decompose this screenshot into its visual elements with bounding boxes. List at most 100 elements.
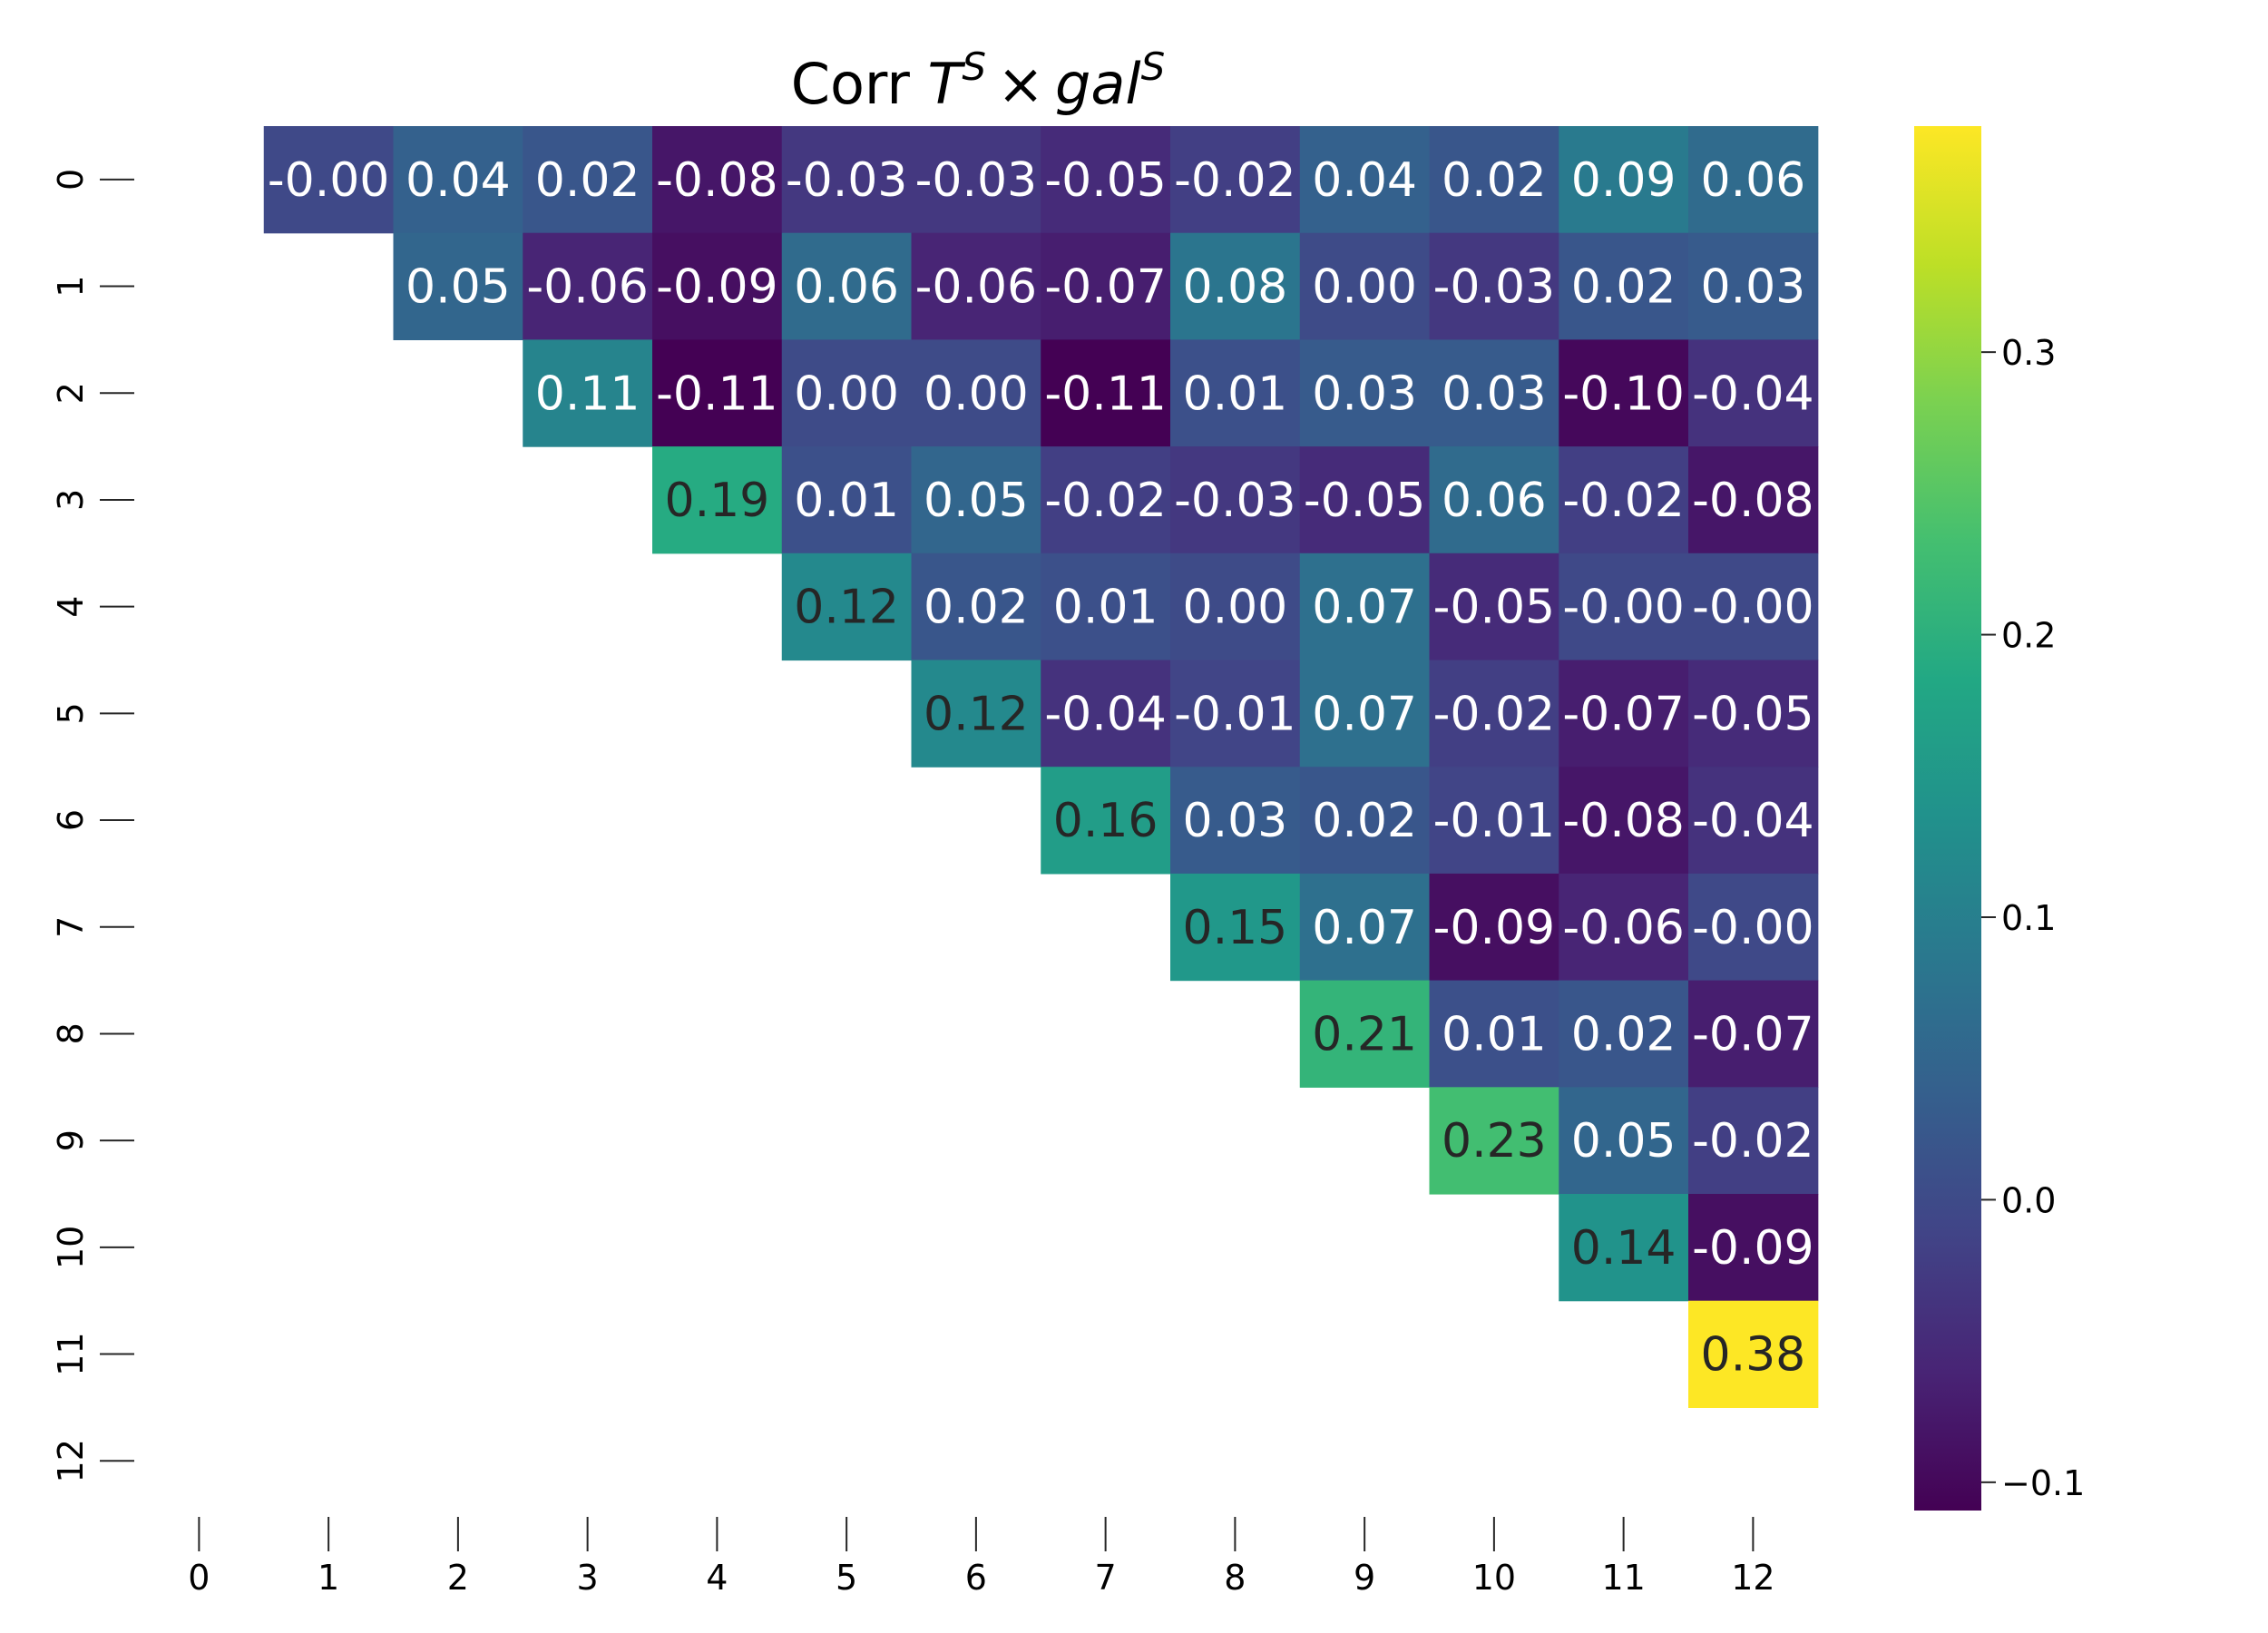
- x-tick-label: 9: [1354, 1558, 1375, 1598]
- heatmap-cell: [1170, 552, 1301, 661]
- heatmap-cell-label: 0.00: [794, 367, 899, 421]
- heatmap-cell-label: -0.06: [526, 260, 649, 315]
- heatmap-cell: [1299, 446, 1431, 554]
- heatmap-cell-label: -0.00: [1562, 581, 1685, 635]
- y-tick-label: 7: [51, 916, 91, 938]
- heatmap-cell: [781, 339, 913, 447]
- heatmap-cell-label: 0.01: [1442, 1007, 1547, 1061]
- heatmap-cell-label: -0.06: [1562, 901, 1685, 955]
- heatmap-cell: [1170, 767, 1301, 875]
- heatmap-cell-label: -0.04: [1692, 367, 1814, 421]
- heatmap-cell: [1041, 232, 1171, 340]
- heatmap-cell: [781, 552, 913, 661]
- heatmap-cell: [1299, 552, 1431, 661]
- heatmap-cell-label: 0.05: [406, 260, 511, 315]
- heatmap-cell: [1299, 232, 1431, 340]
- heatmap-cell-label: -0.05: [1044, 153, 1167, 208]
- heatmap-cell: [781, 126, 913, 234]
- heatmap-cell-label: -0.08: [656, 153, 778, 208]
- heatmap-cell: [1688, 126, 1819, 234]
- heatmap-cell-label: -0.03: [786, 153, 908, 208]
- heatmap-cell-label: 0.11: [535, 367, 640, 421]
- heatmap-cell-label: 0.05: [1571, 1114, 1677, 1169]
- heatmap-cell-label: -0.00: [268, 153, 390, 208]
- heatmap-cell-label: 0.09: [1571, 153, 1677, 208]
- heatmap-cell-label: -0.02: [1174, 153, 1296, 208]
- heatmap-cell: [1559, 126, 1689, 234]
- heatmap-cell: [1559, 980, 1689, 1088]
- heatmap-cell: [1429, 232, 1559, 340]
- heatmap-cell: [1170, 446, 1301, 554]
- heatmap-cell-label: 0.00: [1312, 260, 1417, 315]
- heatmap-cell-label: -0.04: [1692, 794, 1814, 848]
- heatmap-cell: [523, 339, 653, 447]
- heatmap-cell-label: 0.03: [1312, 367, 1417, 421]
- heatmap-cell: [1041, 339, 1171, 447]
- heatmap-cell-label: 0.06: [1700, 153, 1805, 208]
- heatmap-cell: [1559, 873, 1689, 982]
- heatmap-cell-label: 0.01: [1182, 367, 1287, 421]
- heatmap-cell-label: 0.19: [664, 474, 769, 528]
- heatmap-cell-label: 0.15: [1182, 901, 1287, 955]
- colorbar-scale: [1914, 126, 1981, 1511]
- heatmap-cell-label: -0.07: [1044, 260, 1167, 315]
- heatmap-cell-label: -0.04: [1044, 687, 1167, 741]
- heatmap-cell: [523, 232, 653, 340]
- heatmap-cell: [1559, 552, 1689, 661]
- heatmap-cell: [1559, 446, 1689, 554]
- colorbar-tick-label: 0.3: [2001, 333, 2056, 373]
- heatmap-cell-label: 0.07: [1312, 901, 1417, 955]
- heatmap-cell: [1429, 339, 1559, 447]
- heatmap-cell: [1041, 126, 1171, 234]
- heatmap-cell: [1170, 126, 1301, 234]
- y-tick-label: 5: [51, 702, 91, 724]
- heatmap-cell-label: 0.02: [1571, 260, 1677, 315]
- y-tick-label: 2: [51, 382, 91, 404]
- heatmap-cell-label: 0.01: [794, 474, 899, 528]
- title-sup-t: S: [962, 44, 986, 89]
- heatmap-cell: [263, 126, 395, 234]
- heatmap-cell: [1041, 446, 1171, 554]
- heatmap-cell-label: 0.04: [406, 153, 511, 208]
- y-tick-label: 1: [51, 275, 91, 297]
- heatmap-cell: [1429, 126, 1559, 234]
- heatmap-cell: [1170, 339, 1301, 447]
- heatmap-cell: [1041, 552, 1171, 661]
- heatmap-cell: [1429, 446, 1559, 554]
- heatmap-cell-label: 0.02: [535, 153, 640, 208]
- heatmap-cell: [1688, 873, 1819, 982]
- heatmap-cell: [1170, 232, 1301, 340]
- heatmap-cell: [1041, 767, 1171, 875]
- y-tick-label: 11: [51, 1332, 91, 1375]
- x-tick-label: 1: [318, 1558, 339, 1598]
- heatmap-cell: [781, 232, 913, 340]
- heatmap-cell: [1299, 660, 1431, 768]
- x-tick-label: 3: [577, 1558, 599, 1598]
- heatmap-cell-label: 0.00: [1182, 581, 1287, 635]
- colorbar-tick-label: 0.1: [2001, 898, 2056, 938]
- y-tick-label: 12: [51, 1439, 91, 1482]
- heatmap-cell-label: -0.03: [915, 153, 1038, 208]
- heatmap-cell-label: 0.06: [1442, 474, 1547, 528]
- colorbar-ticks: −0.1 0.0 0.1 0.2 0.3: [1981, 333, 2085, 1503]
- title-operator: ×: [997, 51, 1044, 117]
- heatmap-cell-label: 0.06: [794, 260, 899, 315]
- y-tick-label: 6: [51, 809, 91, 831]
- heatmap-cell-label: -0.07: [1562, 687, 1685, 741]
- heatmap-cell: [1688, 446, 1819, 554]
- heatmap-cell: [1429, 660, 1559, 768]
- heatmap-cell: [1688, 339, 1819, 447]
- heatmap-cell-label: -0.09: [656, 260, 778, 315]
- heatmap-cell-label: -0.07: [1692, 1007, 1814, 1061]
- heatmap-cell-label: -0.09: [1433, 901, 1556, 955]
- heatmap-cell-labels: -0.00 0.04 0.02 -0.08 -0.03 -0.03 -0.05 -0.02 0.…: [268, 153, 1814, 1383]
- heatmap-cell: [652, 446, 783, 554]
- heatmap-cell: [1429, 1087, 1559, 1195]
- heatmap-cell-label: 0.02: [924, 581, 1029, 635]
- heatmap-cell-label: -0.03: [1174, 474, 1296, 528]
- x-tick-label: 2: [447, 1558, 469, 1598]
- heatmap-cell-label: 0.14: [1571, 1221, 1677, 1276]
- heatmap-cell: [393, 126, 523, 234]
